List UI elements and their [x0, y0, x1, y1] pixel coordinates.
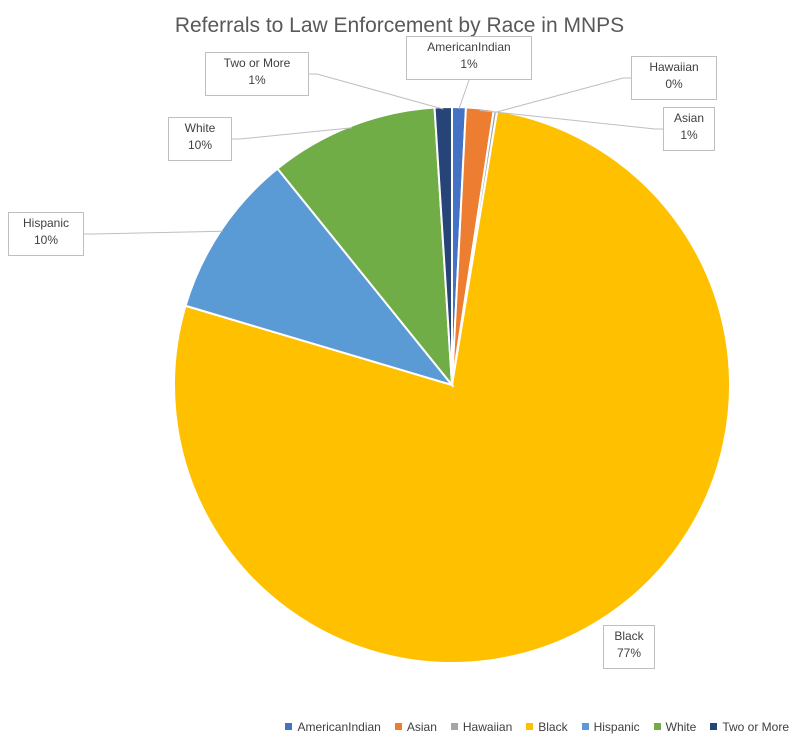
legend-swatch: [653, 723, 661, 731]
legend-label: Asian: [406, 720, 437, 734]
legend-swatch: [581, 723, 589, 731]
data-label-hispanic: Hispanic 10%: [8, 212, 84, 256]
legend-item-white: White: [653, 720, 697, 734]
legend-item-two-or-more: Two or More: [710, 720, 789, 734]
legend-label: White: [665, 720, 697, 734]
data-label-name: Hispanic: [22, 216, 70, 230]
data-label-name: Black: [614, 629, 644, 643]
legend-label: Black: [538, 720, 568, 734]
data-label-asian: Asian 1%: [663, 107, 715, 151]
data-label-americanindian: AmericanIndian 1%: [406, 36, 532, 80]
legend-swatch: [285, 723, 293, 731]
data-label-white: White 10%: [168, 117, 232, 161]
chart-title: Referrals to Law Enforcement by Race in …: [174, 14, 625, 37]
data-label-value: 10%: [33, 233, 59, 247]
data-label-value: 77%: [616, 646, 642, 660]
legend-label: Hawaiian: [462, 720, 513, 734]
leader-line-americanindian: [458, 79, 470, 110]
legend-swatch: [450, 723, 458, 731]
legend-swatch: [526, 723, 534, 731]
legend-swatch: [394, 723, 402, 731]
data-label-value: 10%: [187, 138, 213, 152]
data-label-value: 1%: [460, 57, 478, 71]
data-label-value: 1%: [680, 128, 698, 142]
legend-label: Hispanic: [593, 720, 640, 734]
pie-slice-black: [173, 109, 731, 664]
legend-swatch: [710, 723, 718, 731]
data-label-name: Two or More: [223, 56, 291, 70]
data-label-name: AmericanIndian: [427, 40, 511, 54]
data-label-name: Hawaiian: [649, 60, 699, 74]
data-label-name: Asian: [673, 111, 705, 125]
leader-line-white: [232, 127, 353, 140]
data-label-value: 0%: [665, 77, 683, 91]
data-label-two-or-more: Two or More 1%: [205, 52, 309, 96]
pie-slice-two-or-more: [433, 105, 453, 386]
legend-item-asian: Asian: [394, 720, 437, 734]
leader-line-two-or-more: [309, 73, 444, 110]
legend-item-hispanic: Hispanic: [581, 720, 640, 734]
legend-label: Two or More: [722, 720, 789, 734]
pie-slice-hispanic: [184, 167, 455, 387]
data-label-value: 1%: [248, 73, 266, 87]
leader-line-hawaiian: [495, 77, 631, 113]
leader-line-hispanic: [84, 230, 223, 235]
data-label-hawaiian: Hawaiian 0%: [631, 56, 717, 100]
legend-item-hawaiian: Hawaiian: [450, 720, 513, 734]
legend-item-black: Black: [526, 720, 568, 734]
legend: AmericanIndian Asian Hawaiian Black Hispanic…: [0, 720, 799, 734]
leader-line-asian: [479, 109, 663, 130]
legend-label: AmericanIndian: [297, 720, 381, 734]
pie-slice-white: [276, 106, 454, 389]
data-label-black: Black 77%: [603, 625, 655, 669]
data-label-name: White: [184, 121, 216, 135]
legend-item-americanindian: AmericanIndian: [285, 720, 381, 734]
